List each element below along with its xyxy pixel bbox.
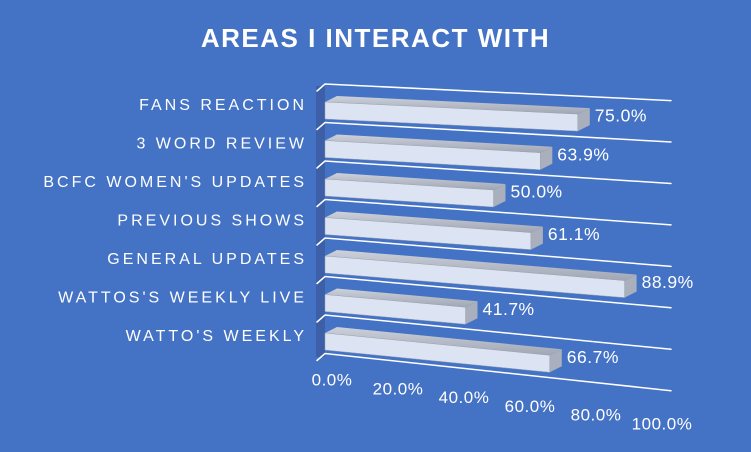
- bar: [324, 101, 579, 132]
- bar-end-face: [493, 184, 506, 207]
- category-gridline: [316, 198, 672, 226]
- x-axis-tick-label: 60.0%: [505, 397, 556, 416]
- x-axis-tick-label: 100.0%: [632, 414, 693, 433]
- bar-top-face: [325, 250, 637, 281]
- chart-title: AREAS I INTERACT WITH: [200, 23, 551, 53]
- bar-value-label: 63.9%: [557, 144, 609, 164]
- bar-end-face: [549, 349, 562, 373]
- category-label: WATTOS'S WEEKLY LIVE: [58, 290, 307, 307]
- category-gridline: [316, 121, 672, 143]
- bar-top-face: [325, 211, 543, 233]
- category-label: 3 WORD REVIEW: [136, 136, 307, 153]
- bar-top-face: [325, 96, 590, 115]
- bar: [324, 294, 466, 325]
- value-axis-line: [316, 352, 672, 392]
- bar: [324, 217, 532, 250]
- bar-top-face: [325, 134, 553, 153]
- category-label: WATTO'S WEEKLY: [126, 328, 307, 345]
- bar: [324, 255, 625, 298]
- category-gridline: [316, 83, 672, 102]
- bar-value-label: 75.0%: [595, 106, 647, 126]
- bar-value-label: 41.7%: [483, 299, 535, 319]
- category-gridline: [316, 237, 672, 268]
- x-axis-tick-label: 80.0%: [571, 406, 622, 425]
- bar-end-face: [577, 108, 590, 132]
- x-axis-tick-label: 0.0%: [312, 370, 353, 389]
- category-gridline: [316, 160, 672, 185]
- x-axis-tick-label: 20.0%: [373, 379, 424, 398]
- category-label: PREVIOUS SHOWS: [117, 213, 307, 230]
- bar-end-face: [540, 146, 553, 170]
- x-axis-tick-label: 40.0%: [439, 388, 490, 407]
- bar-end-face: [465, 301, 478, 325]
- bar-value-label: 66.7%: [567, 347, 619, 367]
- category-gridline: [316, 314, 672, 351]
- bar-top-face: [325, 327, 562, 356]
- bar-value-label: 50.0%: [511, 182, 563, 202]
- bar-top-face: [325, 288, 478, 308]
- bar-end-face: [624, 274, 637, 298]
- side-wall-shadow: [316, 86, 325, 357]
- category-label: BCFC WOMEN'S UPDATES: [43, 174, 307, 191]
- bar-value-label: 88.9%: [642, 272, 694, 292]
- category-label: GENERAL UPDATES: [107, 251, 307, 268]
- category-label: FANS REACTION: [139, 97, 307, 114]
- bar-top-face: [325, 173, 506, 190]
- bar: [324, 140, 541, 170]
- bar: [324, 332, 551, 373]
- bar-end-face: [530, 226, 543, 250]
- category-gridline: [316, 275, 672, 309]
- bar: [324, 178, 494, 208]
- bar-value-label: 61.1%: [548, 224, 600, 244]
